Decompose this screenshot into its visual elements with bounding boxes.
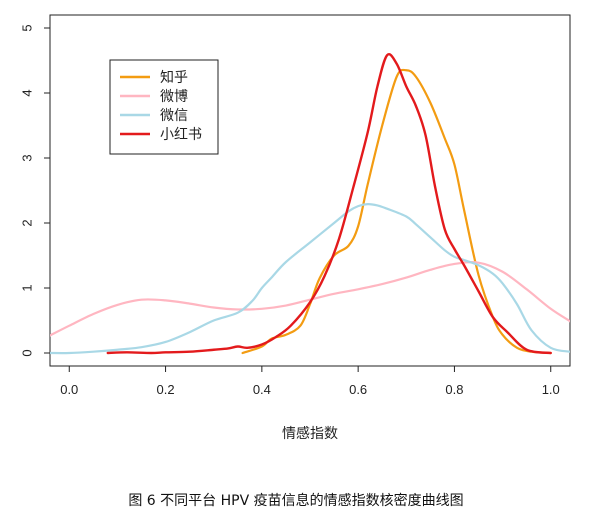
x-tick-label: 0.6 xyxy=(349,382,367,397)
x-axis: 0.0 0.2 0.4 0.6 0.8 1.0 xyxy=(60,366,560,397)
legend-label: 微信 xyxy=(160,108,188,124)
x-tick-label: 0.8 xyxy=(445,382,463,397)
series-layer xyxy=(50,53,570,355)
y-tick-label: 4 xyxy=(19,89,34,96)
x-tick-label: 0.2 xyxy=(157,382,175,397)
legend-label: 小红书 xyxy=(160,127,202,143)
y-tick-label: 0 xyxy=(19,349,34,356)
y-tick-label: 2 xyxy=(19,219,34,226)
legend-label: 知乎 xyxy=(160,69,188,86)
y-tick-label: 3 xyxy=(19,154,34,161)
y-axis: 0 1 2 3 4 5 xyxy=(19,24,50,357)
plot-frame xyxy=(49,14,571,367)
series-line-3 xyxy=(50,203,570,355)
series-line-4 xyxy=(106,53,552,355)
x-axis-title: 情感指数 xyxy=(282,425,338,442)
y-tick-label: 5 xyxy=(19,24,34,31)
legend-label: 微博 xyxy=(160,88,188,105)
y-tick-label: 1 xyxy=(19,284,34,291)
x-tick-label: 0.0 xyxy=(60,382,78,397)
figure-caption: 图 6 不同平台 HPV 疫苗信息的情感指数核密度曲线图 xyxy=(128,492,463,509)
x-tick-label: 1.0 xyxy=(542,382,560,397)
x-tick-label: 0.4 xyxy=(253,382,271,397)
legend-box xyxy=(109,59,219,155)
series-line-2 xyxy=(50,261,570,337)
